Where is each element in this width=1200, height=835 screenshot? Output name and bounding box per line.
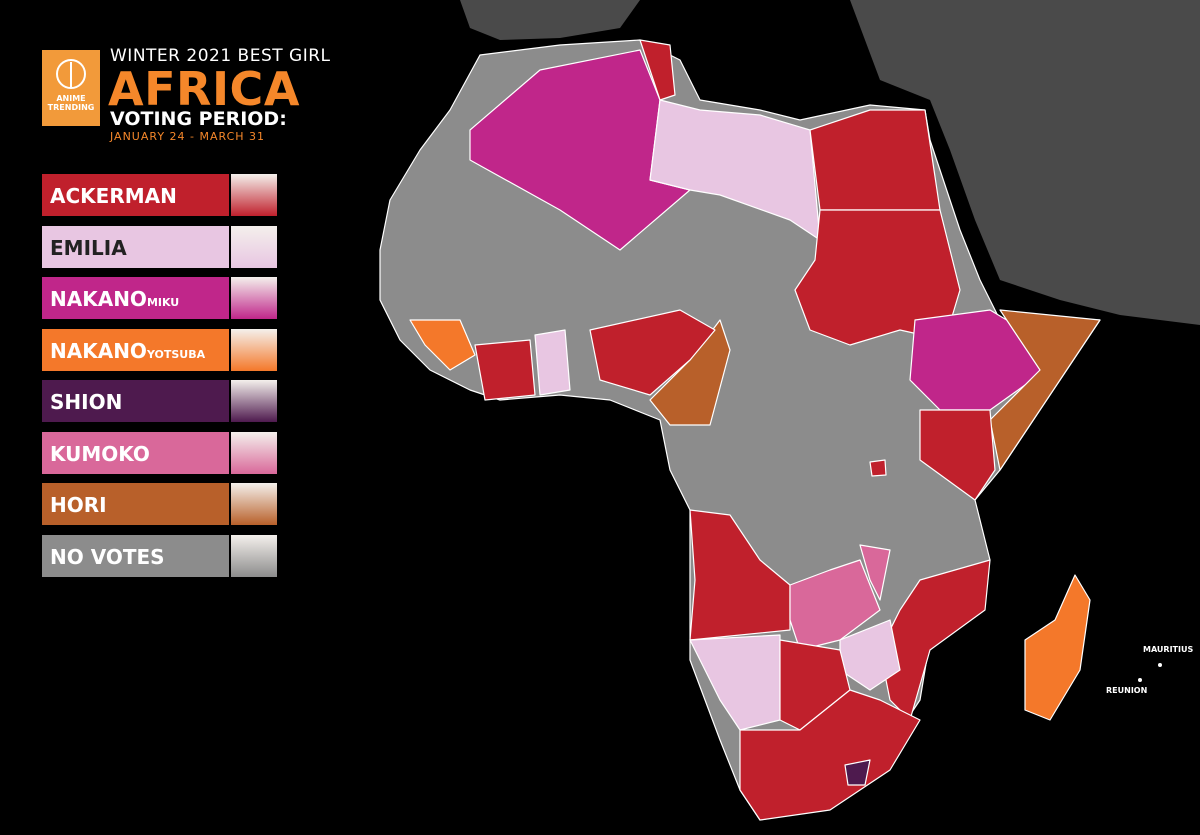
guinea	[409, 319, 476, 371]
logo-line: ANIME	[56, 94, 86, 103]
legend-avatar	[231, 174, 277, 216]
legend-swatch: SHION	[42, 380, 229, 422]
legend-swatch: NAKANOMIKU	[42, 277, 229, 319]
legend-suffix: YOTSUBA	[146, 347, 206, 361]
island	[1158, 663, 1162, 667]
legend-avatar	[231, 277, 277, 319]
legend-name: SHION	[50, 390, 123, 414]
subtitle: WINTER 2021 BEST GIRL	[110, 46, 331, 66]
south-africa	[739, 689, 921, 821]
legend-item: NAKANOMIKU	[42, 277, 277, 319]
legend-label: HORI	[50, 493, 107, 517]
tunisia	[639, 39, 676, 101]
zambia	[789, 559, 881, 651]
legend-item: SHION	[42, 380, 277, 422]
legend-item: EMILIA	[42, 225, 277, 268]
libya	[649, 99, 821, 241]
sudan	[794, 209, 961, 346]
legend-label: NAKANOMIKU	[50, 287, 179, 311]
legend-swatch: HORI	[42, 483, 229, 525]
legend-avatar	[231, 225, 277, 268]
legend-name: NAKANO	[50, 287, 147, 311]
middle-east	[850, 0, 1200, 325]
ghana	[534, 329, 571, 396]
legend-swatch: NO VOTES	[42, 534, 229, 577]
legend-avatar	[231, 380, 277, 422]
legend-name: HORI	[50, 493, 107, 517]
legend-swatch: NAKANOYOTSUBA	[42, 328, 229, 371]
logo-text: ANIME TRENDING	[42, 94, 100, 112]
legend-name: KUMOKO	[50, 441, 150, 466]
legend-avatar	[231, 328, 277, 371]
legend-name: NO VOTES	[50, 544, 165, 569]
legend-avatar	[231, 483, 277, 525]
legend-avatar	[231, 534, 277, 577]
logo-line: TRENDING	[47, 103, 95, 112]
period-label: VOTING PERIOD:	[110, 108, 287, 130]
malawi	[859, 544, 891, 601]
legend-label: SHION	[50, 390, 122, 414]
legend-swatch: KUMOKO	[42, 431, 229, 474]
eurasia	[460, 0, 640, 40]
namibia	[689, 634, 781, 731]
legend-item: KUMOKO	[42, 431, 277, 474]
legend-swatch: ACKERMAN	[42, 174, 229, 216]
legend-name: ACKERMAN	[50, 184, 177, 208]
legend-label: EMILIA	[50, 236, 127, 260]
legend-item: NAKANOYOTSUBA	[42, 328, 277, 371]
legend-label: NO VOTES	[50, 545, 165, 569]
island	[1138, 678, 1142, 682]
nigeria	[589, 309, 716, 396]
legend-name: EMILIA	[50, 235, 127, 260]
legend-label: KUMOKO	[50, 442, 150, 466]
somalia	[989, 309, 1101, 471]
legend-item: NO VOTES	[42, 534, 277, 577]
legend-label: ACKERMAN	[50, 184, 177, 208]
legend-avatar	[231, 431, 277, 474]
map-label: MAURITIUS	[1143, 645, 1194, 654]
egypt	[809, 109, 941, 211]
title: AFRICA	[108, 62, 300, 116]
legend-swatch: EMILIA	[42, 225, 229, 268]
kenya	[919, 409, 996, 501]
lesotho	[844, 759, 871, 786]
legend-suffix: MIKU	[146, 296, 180, 309]
legend-name: NAKANO	[50, 338, 147, 363]
ivory-coast	[474, 339, 536, 401]
map-label: REUNION	[1106, 686, 1148, 695]
period: JANUARY 24 - MARCH 31	[110, 130, 266, 143]
logo: ANIME TRENDING	[42, 50, 100, 126]
rwanda	[869, 459, 887, 477]
logo-icon	[56, 59, 86, 89]
madagascar	[1024, 574, 1091, 721]
legend-item: ACKERMAN	[42, 174, 277, 216]
legend-label: NAKANOYOTSUBA	[50, 339, 205, 363]
legend-item: HORI	[42, 483, 277, 525]
